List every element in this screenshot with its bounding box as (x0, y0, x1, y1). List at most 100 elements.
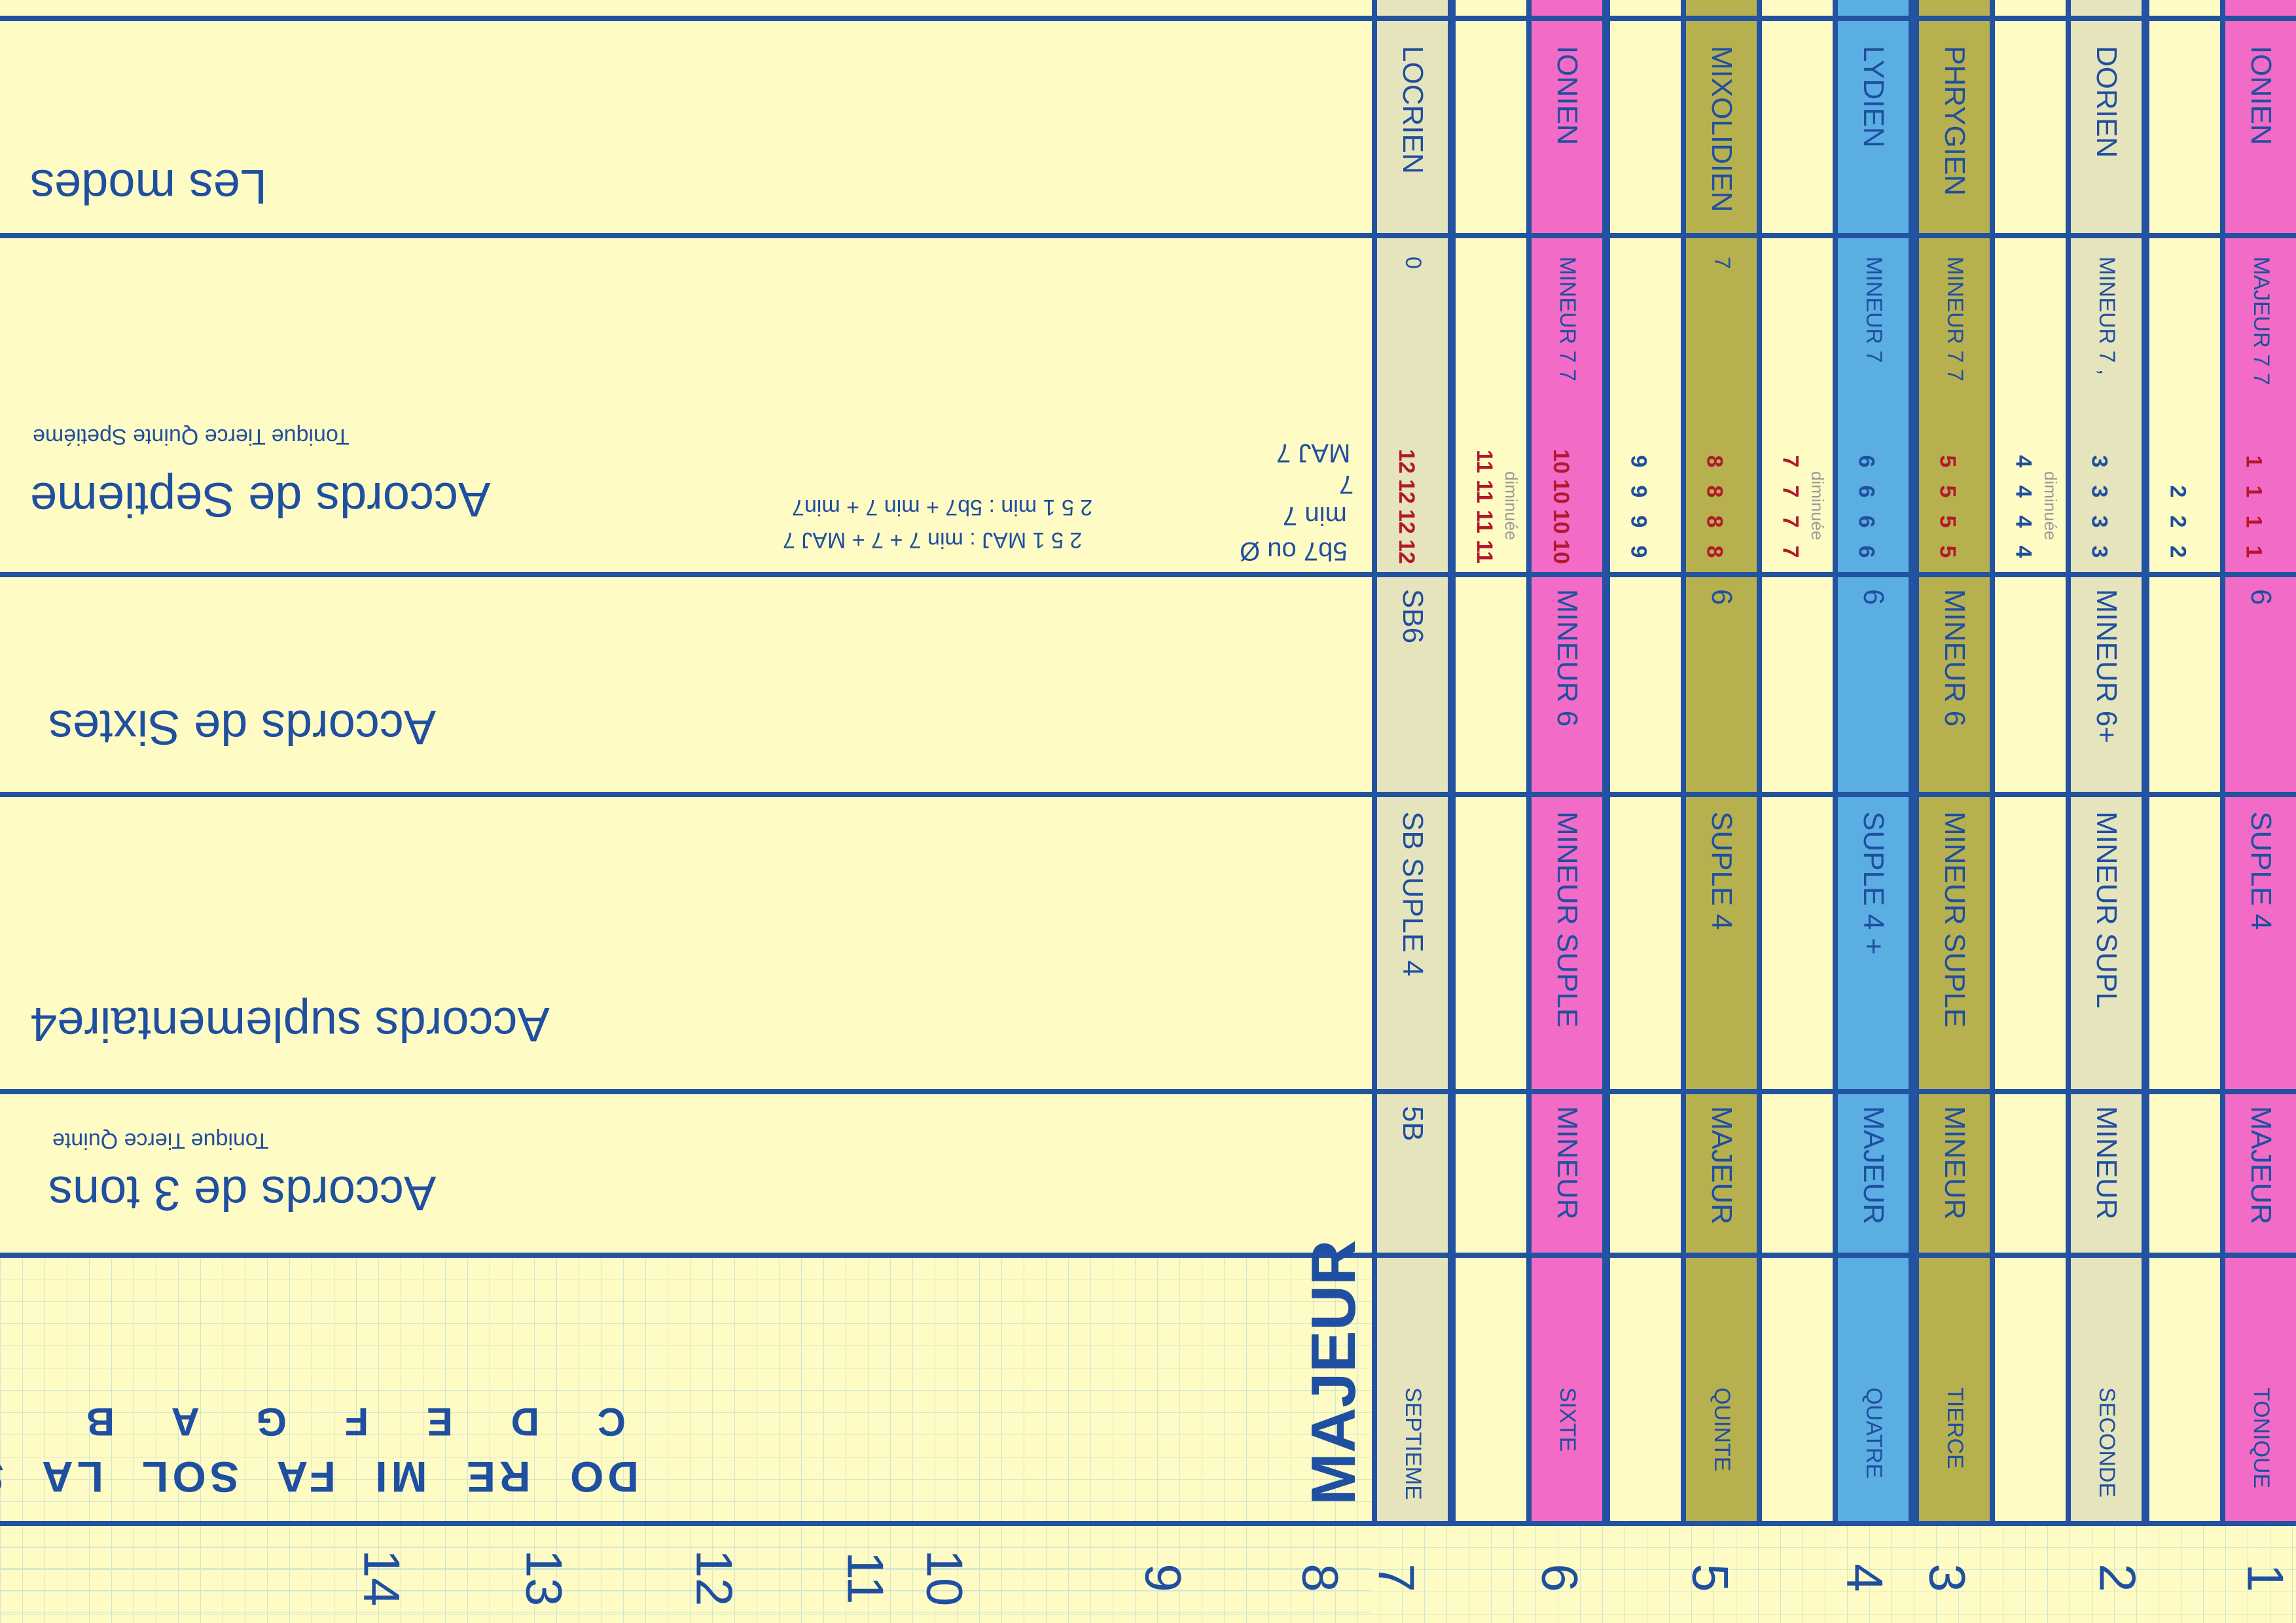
suple-label: SUPLE 4 (2245, 812, 2277, 930)
scale-number: 8 (1291, 1563, 1350, 1592)
diminuee-label: diminuée (2041, 471, 2060, 541)
stack-number: 7 (1778, 455, 1803, 468)
sixte-label: MINEUR 6 (1939, 589, 1971, 727)
stack-number: 9 (1626, 515, 1651, 528)
section-title-modes: Les modes (30, 160, 267, 214)
legend-progression-min: 2 5 1 min : 5b7 + min 7 + min7 (792, 495, 1093, 520)
stack-number: 5 (1935, 515, 1960, 528)
chord7-label: MINEUR 7 (1861, 257, 1886, 363)
stack-number: 10 (1548, 449, 1573, 474)
mode-name: IONIEN (1551, 46, 1583, 145)
section-subtitle-trois-tons: Tonique Tierce Quinte (52, 1128, 269, 1153)
scale-number: 13 (515, 1549, 573, 1607)
graph-paper-strip (0, 1525, 2296, 1623)
scale-number: 1 (2236, 1563, 2295, 1592)
suple-label: MINEUR SUPL (2090, 812, 2123, 1008)
stack-number: 2 (2165, 515, 2191, 528)
legend-line-4: MAJ 7 (1276, 438, 1351, 467)
stack-number: 2 (2165, 485, 2191, 498)
diminuee-label: diminuée (1501, 471, 1521, 541)
triad-label: MAJEUR (1857, 1106, 1890, 1224)
mode-name: PHRYGIEN (1939, 46, 1971, 196)
column-lydien (1833, 0, 1914, 1525)
stack-number: 4 (2011, 485, 2036, 498)
stack-number: 12 (1393, 539, 1419, 564)
stack-number: 9 (1626, 545, 1651, 558)
suple-label: SB SUPLE 4 (1397, 812, 1429, 976)
stack-number: 6 (1854, 485, 1879, 498)
stack-number: 8 (1702, 545, 1727, 558)
stack-number: 6 (1854, 515, 1879, 528)
sixte-label: 6 (1857, 589, 1890, 605)
degree-name: SECONDE (2094, 1387, 2119, 1498)
stack-number: 7 (1778, 485, 1803, 498)
stack-number: 9 (1626, 455, 1651, 468)
stack-number: 3 (2087, 485, 2112, 498)
note-latin-row: DO RE MI FA SOL LA SI (0, 1453, 639, 1501)
rule-bottom (0, 1521, 2296, 1526)
section-title-trois-tons: Accords de 3 tons (48, 1166, 437, 1221)
degree-name: QUATRE (1861, 1387, 1886, 1479)
stack-number: 1 (2241, 545, 2267, 558)
column-empty-7 (1757, 0, 1838, 1525)
note-letter-row: C D E F G A B (86, 1400, 626, 1444)
stack-number: 4 (2011, 455, 2036, 468)
section-title-suple: Accords suplementaire4 (30, 997, 550, 1052)
scale-number: 9 (1134, 1563, 1193, 1592)
majeur-label: MAJEUR (1299, 1240, 1369, 1505)
rule-top (0, 16, 2296, 21)
degree-name: TIERCE (1943, 1387, 1967, 1469)
section-title-sixtes: Accords de Sixtes (48, 700, 437, 755)
scale-number: 3 (1918, 1563, 1977, 1592)
mode-name: LOCRIEN (1397, 46, 1429, 174)
scale-number: 6 (1531, 1563, 1589, 1592)
legend-progression-maj: 2 5 1 MAJ : min 7 + 7 + MAJ 7 (783, 527, 1083, 552)
stack-number: 10 (1548, 539, 1573, 564)
stack-number: 10 (1548, 509, 1573, 534)
column-ionien-1 (2220, 0, 2296, 1525)
stack-number: 7 (1778, 515, 1803, 528)
scale-number: 7 (1367, 1563, 1426, 1592)
chord7-label: 7 (1710, 257, 1734, 269)
triad-label: MAJEUR (1706, 1106, 1738, 1224)
stack-number: 5 (1935, 545, 1960, 558)
suple-label: MINEUR SUPLE (1939, 812, 1971, 1028)
triad-label: MAJEUR (2245, 1106, 2277, 1224)
legend-line-1: 5b7 ou Ø (1240, 537, 1348, 565)
stack-number: 4 (2011, 545, 2036, 558)
mode-name: LYDIEN (1857, 46, 1890, 148)
stack-number: 6 (1854, 545, 1879, 558)
column-mixolidien (1681, 0, 1762, 1525)
stack-number: 11 (1471, 480, 1497, 503)
stack-number: 12 (1393, 449, 1419, 474)
stack-number: 12 (1393, 509, 1419, 534)
legend-line-2: min 7 (1283, 501, 1347, 530)
stack-number: 11 (1471, 540, 1497, 563)
rule-sixtes (0, 792, 2296, 797)
section-subtitle-septieme: Tonique Tierce Quinte Spetiéme (33, 424, 350, 449)
stack-number: 3 (2087, 455, 2112, 468)
section-title-septieme: Accords de Septieme (30, 473, 491, 527)
scale-number: 11 (836, 1551, 895, 1605)
column-empty-4 (1990, 0, 2071, 1525)
stack-number: 4 (2011, 515, 2036, 528)
scale-number: 4 (1836, 1563, 1894, 1592)
scale-number: 12 (685, 1549, 744, 1607)
scale-number: 10 (916, 1549, 974, 1607)
scale-number: 2 (2089, 1563, 2147, 1592)
scale-number: 5 (1681, 1563, 1740, 1592)
suple-label: SUPLE 4 (1706, 812, 1738, 930)
stack-number: 3 (2087, 515, 2112, 528)
scale-number: 14 (353, 1549, 411, 1607)
chord7-label: 0 (1401, 257, 1426, 269)
column-empty-9 (1605, 0, 1686, 1525)
triad-label: MINEUR (1939, 1106, 1971, 1220)
triad-label: 5B (1397, 1106, 1429, 1141)
triad-label: MINEUR (2090, 1106, 2123, 1220)
column-empty-11 (1450, 0, 1532, 1525)
sixte-label: 6 (1706, 589, 1738, 605)
stack-number: 10 (1548, 479, 1573, 504)
stack-number: 2 (2165, 545, 2191, 558)
degree-name: TONIQUE (2249, 1387, 2274, 1489)
